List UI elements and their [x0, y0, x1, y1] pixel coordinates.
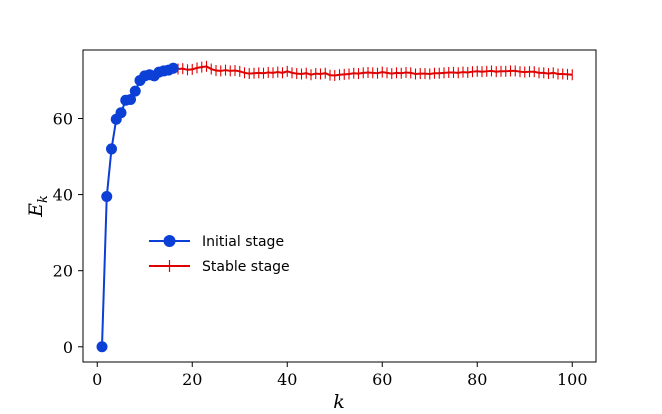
y-tick-label: 20 [53, 262, 73, 281]
x-tick-label: 100 [557, 370, 588, 389]
series-layer [96, 60, 573, 353]
legend: Initial stage Stable stage [149, 234, 290, 275]
y-tick-label: 0 [63, 338, 73, 357]
x-tick-label: 60 [372, 370, 392, 389]
data-point-initial [115, 107, 127, 119]
data-point-initial [101, 190, 113, 202]
data-point-initial [129, 85, 141, 97]
data-point-initial [106, 143, 117, 155]
axis-ticks: 0 20 40 60 80 100 0 20 40 60 [53, 109, 588, 389]
data-point-initial [96, 341, 108, 353]
y-axis-label-sub: k [36, 195, 51, 203]
data-point-initial [125, 93, 136, 105]
x-tick-label: 0 [92, 370, 102, 389]
data-point-initial [167, 62, 179, 74]
x-tick-label: 20 [182, 370, 202, 389]
legend-label-initial: Initial stage [202, 234, 284, 250]
x-tick-label: 40 [277, 370, 297, 389]
x-axis-label: k [333, 391, 345, 413]
plot-frame [82, 49, 597, 363]
y-tick-label: 60 [53, 109, 73, 128]
x-tick-label: 80 [467, 370, 487, 389]
y-tick-label: 40 [53, 186, 73, 205]
series-line-initial [101, 67, 174, 347]
legend-label-stable: Stable stage [202, 259, 290, 275]
legend-marker-initial [163, 235, 176, 247]
y-axis-label-main: E [25, 203, 47, 218]
y-axis-label: Ek [25, 195, 51, 218]
